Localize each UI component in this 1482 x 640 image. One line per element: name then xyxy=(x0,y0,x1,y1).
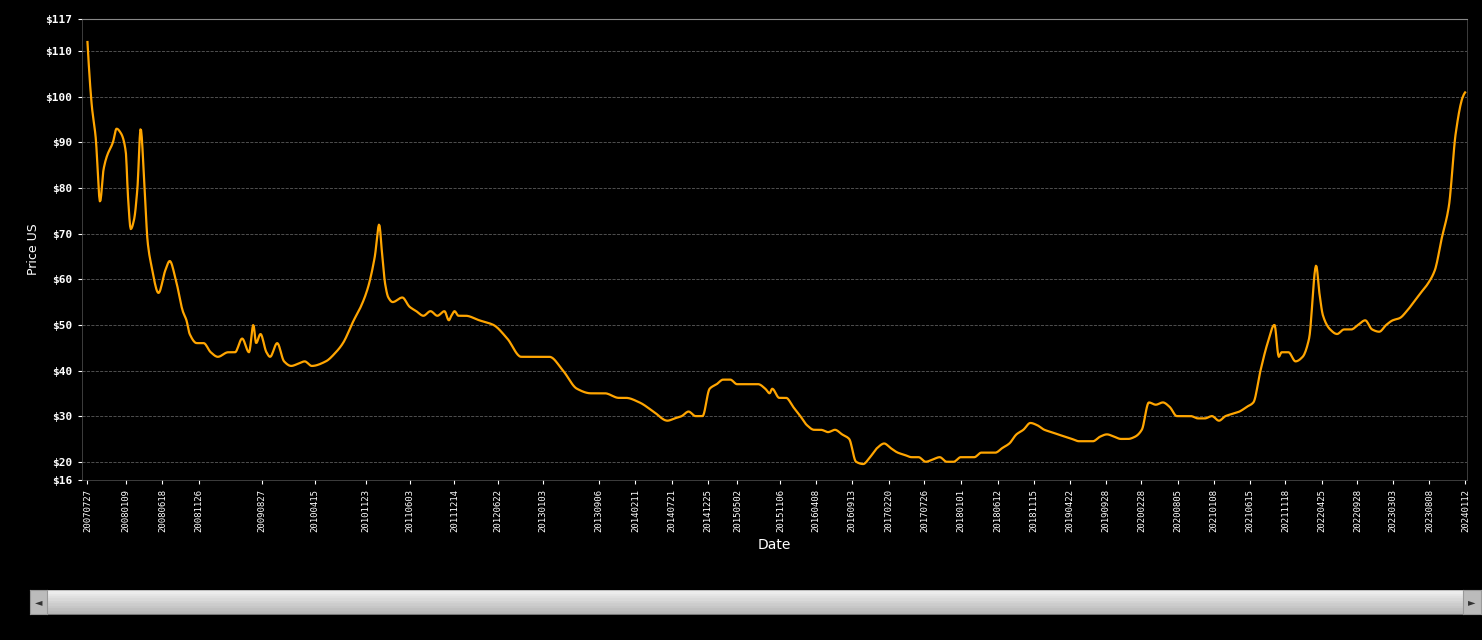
Text: ◄: ◄ xyxy=(34,597,43,607)
Y-axis label: Price US: Price US xyxy=(27,224,40,275)
Bar xyxy=(30,607,1467,609)
Bar xyxy=(30,602,1467,605)
Bar xyxy=(30,593,1467,595)
Bar xyxy=(30,605,1467,607)
Bar xyxy=(30,597,1467,600)
Bar xyxy=(30,595,1467,597)
Text: ►: ► xyxy=(1467,597,1476,607)
Bar xyxy=(30,612,1467,614)
X-axis label: Date: Date xyxy=(757,538,791,552)
Bar xyxy=(30,600,1467,602)
Bar xyxy=(30,590,1467,593)
Bar xyxy=(30,609,1467,612)
